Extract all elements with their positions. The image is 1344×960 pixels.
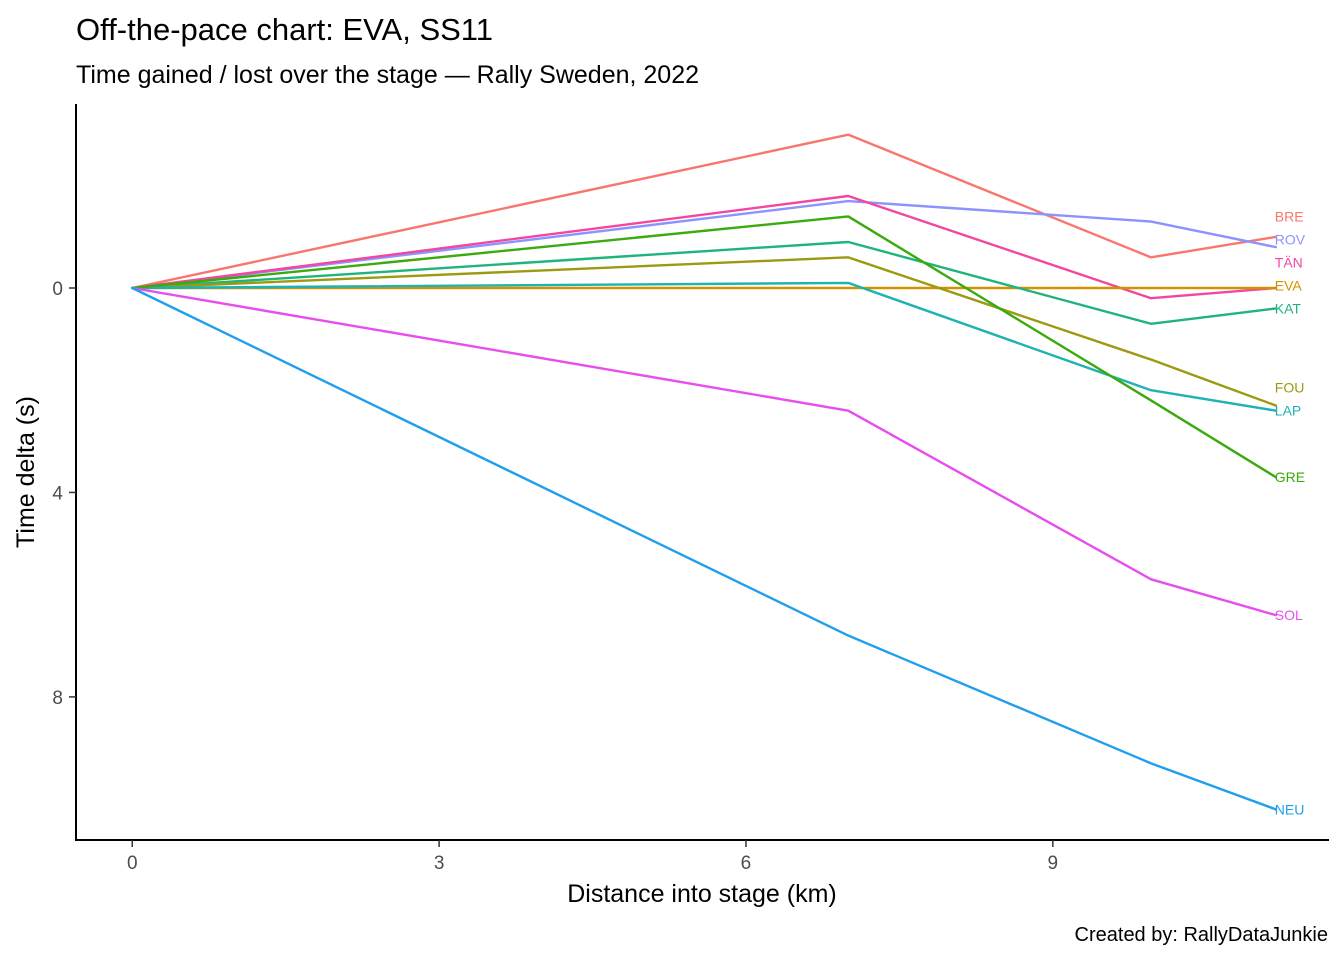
series-end-labels: BRE ROV TÄN EVA KAT FOU LAP GRE SOL NEU	[1275, 208, 1306, 817]
y-tick-label: 4	[52, 483, 63, 504]
series-end-label: SOL	[1275, 607, 1303, 623]
series-line-fou	[131, 256, 1278, 407]
y-tick-label: 0	[52, 279, 63, 300]
series-end-label: NEU	[1275, 801, 1305, 817]
series-end-label: BRE	[1275, 208, 1304, 224]
x-tick-label: 0	[127, 853, 138, 874]
series-line-tän	[131, 194, 1278, 300]
series-end-label: EVA	[1275, 277, 1303, 293]
series-lines	[131, 133, 1278, 811]
series-end-label: GRE	[1275, 469, 1305, 485]
series-end-label: ROV	[1275, 231, 1306, 247]
x-tick-label: 3	[434, 853, 445, 874]
y-axis-title: Time delta (s)	[12, 396, 40, 548]
series-line-neu	[131, 286, 1278, 811]
x-tick-label: 9	[1048, 853, 1059, 874]
series-end-label: FOU	[1275, 380, 1305, 396]
y-axis-ticks: 0 4 8	[52, 279, 76, 709]
series-line-gre	[131, 215, 1278, 479]
series-end-label: TÄN	[1275, 254, 1303, 270]
series-line-sol	[131, 286, 1278, 617]
x-tick-label: 6	[741, 853, 752, 874]
x-axis-ticks: 0 3 6 9	[127, 840, 1058, 874]
series-line-lap	[131, 281, 1278, 412]
series-line-bre	[131, 133, 1278, 290]
series-end-label: LAP	[1275, 403, 1301, 419]
series-line-rov	[131, 199, 1278, 290]
chart-subtitle: Time gained / lost over the stage — Rall…	[76, 61, 699, 89]
series-end-label: KAT	[1275, 300, 1302, 316]
plot-area: BRE ROV TÄN EVA KAT FOU LAP GRE SOL NEU	[131, 133, 1306, 817]
chart-title: Off-the-pace chart: EVA, SS11	[76, 12, 493, 47]
y-tick-label: 8	[52, 688, 63, 709]
chart-caption: Created by: RallyDataJunkie	[1075, 924, 1328, 946]
series-line-kat	[131, 240, 1278, 325]
x-axis-title: Distance into stage (km)	[567, 880, 837, 908]
